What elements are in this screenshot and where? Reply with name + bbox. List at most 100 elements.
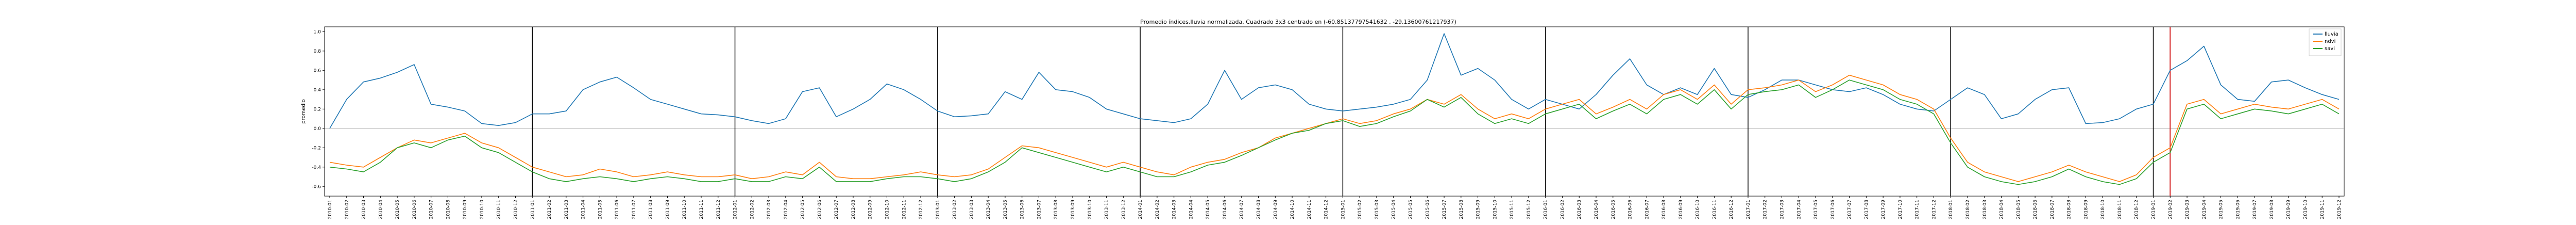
x-tick-label: 2014-06: [1223, 200, 1228, 219]
x-tick-label: 2013-12: [1121, 200, 1126, 219]
x-tick-label: 2010-09: [463, 200, 468, 219]
x-tick-label: 2016-10: [1696, 200, 1701, 219]
x-tick-label: 2013-10: [1088, 200, 1093, 219]
x-tick-label: 2011-11: [699, 200, 704, 219]
series-line-savi: [329, 79, 2340, 185]
x-tick-label: 2017-09: [1881, 200, 1886, 219]
x-tick-label: 2013-05: [1003, 200, 1008, 219]
x-tick-label: 2010-06: [412, 200, 417, 219]
x-tick-label: 2018-05: [2016, 200, 2021, 219]
x-tick-label: 2016-09: [1679, 200, 1684, 219]
x-tick-label: 2015-06: [1425, 200, 1430, 219]
x-tick-label: 2012-07: [834, 200, 839, 219]
x-tick-label: 2016-04: [1594, 200, 1599, 219]
x-tick-label: 2010-11: [497, 200, 502, 219]
x-tick-label: 2013-09: [1071, 200, 1076, 219]
plot-frame: [324, 26, 2345, 197]
x-tick-label: 2013-07: [1037, 200, 1042, 219]
x-tick-label: 2012-05: [801, 200, 806, 219]
y-tick-label: -0.6: [312, 184, 321, 189]
legend-box: [2309, 28, 2342, 56]
x-tick-label: 2010-02: [345, 200, 350, 219]
x-tick-label: 2015-08: [1459, 200, 1464, 219]
x-tick-label: 2010-08: [446, 200, 451, 219]
x-tick-label: 2012-03: [767, 200, 772, 219]
legend-label: ndvi: [2325, 39, 2335, 44]
x-tick-label: 2016-01: [1544, 200, 1549, 219]
x-tick-label: 2013-02: [953, 200, 958, 219]
x-tick-label: 2019-12: [2337, 200, 2342, 219]
x-tick-label: 2014-03: [1172, 200, 1177, 219]
x-tick-label: 2016-02: [1560, 200, 1565, 219]
x-tick-label: 2017-08: [1864, 200, 1869, 219]
y-tick-label: -0.2: [312, 146, 321, 151]
x-tick-label: 2019-11: [2320, 200, 2325, 219]
x-tick-label: 2011-02: [547, 200, 552, 219]
x-tick-label: 2015-04: [1392, 200, 1397, 219]
y-tick-label: 0.2: [314, 107, 321, 112]
x-tick-label: 2015-01: [1341, 200, 1346, 219]
x-tick-label: 2017-03: [1780, 200, 1785, 219]
x-tick-label: 2013-06: [1020, 200, 1025, 219]
x-tick-label: 2011-12: [716, 200, 721, 219]
y-tick-label: -0.4: [312, 165, 321, 170]
x-tick-label: 2012-04: [784, 200, 789, 219]
x-tick-label: 2017-02: [1763, 200, 1768, 219]
plot-area: -0.6 -0.4 -0.2 0.0 0.2 0.4 0.6 0.8 1.0 2010-01 201…: [312, 26, 2345, 219]
x-tick-label: 2012-09: [868, 200, 873, 219]
x-tick-label: 2015-10: [1493, 200, 1498, 219]
x-tick-label: 2015-07: [1442, 200, 1447, 219]
x-tick-label: 2015-09: [1476, 200, 1481, 219]
x-tick-label: 2011-10: [682, 200, 687, 219]
x-tick-label: 2019-05: [2219, 200, 2224, 219]
x-tick-label: 2014-09: [1273, 200, 1278, 219]
x-tick-label: 2011-06: [615, 200, 620, 219]
x-tick-label: 2015-11: [1510, 200, 1515, 219]
x-tick-label: 2012-01: [733, 200, 738, 219]
x-tick-label: 2016-12: [1729, 200, 1734, 219]
x-tick-label: 2019-06: [2235, 200, 2241, 219]
x-tick-label: 2018-06: [2033, 200, 2038, 219]
x-tick-label: 2010-04: [378, 200, 383, 219]
x-tick-label: 2013-11: [1105, 200, 1110, 219]
x-tick-label: 2010-01: [328, 200, 333, 219]
x-tick-label: 2014-07: [1240, 200, 1245, 219]
x-tick-label: 2011-07: [632, 200, 637, 219]
x-tick-label: 2014-11: [1307, 200, 1312, 219]
x-tick-label: 2012-02: [750, 200, 755, 219]
x-tick-label: 2017-11: [1915, 200, 1920, 219]
x-tick-label: 2019-03: [2185, 200, 2190, 219]
x-tick-label: 2019-08: [2269, 200, 2275, 219]
x-tick-label: 2019-01: [2151, 200, 2156, 219]
x-tick-label: 2010-10: [480, 200, 485, 219]
x-tick-label: 2011-03: [564, 200, 569, 219]
x-tick-label: 2019-07: [2252, 200, 2258, 219]
x-tick-label: 2016-05: [1611, 200, 1616, 219]
x-tick-label: 2018-03: [1982, 200, 1988, 219]
x-tick-label: 2018-04: [1999, 200, 2005, 219]
x-tick-label: 2015-03: [1375, 200, 1380, 219]
x-tick-label: 2016-03: [1577, 200, 1582, 219]
y-tick-label: 0.8: [314, 49, 321, 54]
y-tick-label: 1.0: [314, 29, 321, 35]
x-tick-label: 2018-11: [2117, 200, 2123, 219]
x-tick-label: 2018-09: [2083, 200, 2089, 219]
x-tick-label: 2015-02: [1358, 200, 1363, 219]
y-tick-label: 0.0: [314, 126, 321, 132]
series-line-lluvia: [329, 33, 2340, 129]
y-tick-label: 0.4: [314, 88, 321, 93]
x-tick-label: 2010-07: [429, 200, 434, 219]
chart-title: Promedio índices,lluvia normalizada. Cua…: [1140, 19, 1456, 25]
x-tick-label: 2017-06: [1831, 200, 1836, 219]
legend-label: lluvia: [2325, 31, 2338, 37]
x-tick-label: 2013-04: [986, 200, 991, 219]
x-tick-label: 2018-01: [1948, 200, 1954, 219]
x-tick-label: 2013-08: [1054, 200, 1059, 219]
x-tick-label: 2012-11: [902, 200, 907, 219]
x-tick-label: 2011-08: [649, 200, 654, 219]
x-tick-label: 2017-12: [1931, 200, 1937, 219]
x-tick-label: 2015-12: [1527, 200, 1532, 219]
x-tick-label: 2019-10: [2303, 200, 2308, 219]
